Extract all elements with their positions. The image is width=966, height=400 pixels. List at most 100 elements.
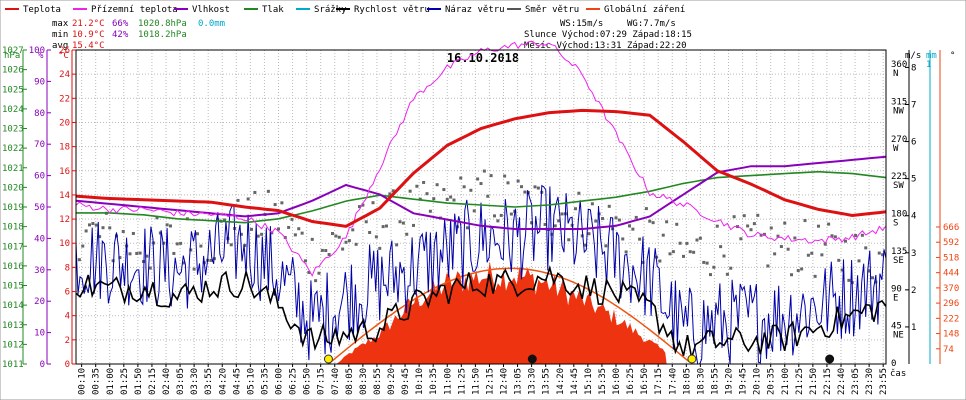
wind-direction-point <box>209 258 213 262</box>
wind-direction-point <box>310 237 314 241</box>
wind-direction-point <box>260 232 264 236</box>
tick-label-c: 22 <box>59 94 70 104</box>
tick-label-deg: 360 <box>891 60 907 70</box>
wind-direction-point <box>509 212 513 216</box>
stat-min-temp: 10.9°C <box>72 30 105 40</box>
wind-direction-point <box>378 246 382 250</box>
wind-direction-point <box>138 251 142 255</box>
tick-label-hpa: 1017 <box>2 242 24 252</box>
sun-moon-markers <box>323 354 835 364</box>
wind-direction-point <box>314 279 318 283</box>
tick-label-rad: 592 <box>943 238 959 248</box>
tick-label-rad: 296 <box>943 299 959 309</box>
wind-direction-point <box>145 254 149 258</box>
wind-direction-point <box>813 274 817 278</box>
tick-label-hpa: 1024 <box>2 105 24 115</box>
tick-label-c: 14 <box>59 191 70 201</box>
wind-direction-point <box>415 184 419 188</box>
tick-label-c: 2 <box>65 336 70 346</box>
x-tick-label: 03:55 <box>204 368 214 395</box>
wind-direction-point <box>445 197 449 201</box>
wind-direction-point <box>695 238 699 242</box>
tick-label-compass: N <box>893 69 898 79</box>
wind-direction-point <box>769 226 773 230</box>
wind-direction-point <box>374 235 378 239</box>
wind-direction-point <box>169 224 172 228</box>
wind-direction-point <box>682 254 685 258</box>
wind-direction-point <box>77 258 81 262</box>
wind-direction-point <box>675 222 679 226</box>
wind-direction-point <box>725 272 729 276</box>
wind-direction-point <box>165 223 169 227</box>
wind-direction-point <box>398 220 402 224</box>
x-tick-label: 19:45 <box>739 368 749 395</box>
tick-label-ms: 3 <box>911 249 916 259</box>
tick-label-rad: 370 <box>943 284 959 294</box>
wind-direction-point <box>118 256 122 260</box>
tick-label-hpa: 1026 <box>2 66 24 76</box>
wind-direction-point <box>199 244 203 248</box>
x-tick-label: 21:25 <box>795 368 805 395</box>
wind-direction-point <box>543 222 547 226</box>
x-tick-label: 23:55 <box>879 368 889 395</box>
wind-direction-point <box>108 226 112 230</box>
wind-direction-point <box>344 240 348 244</box>
tick-label-hpa: 1014 <box>2 301 24 311</box>
x-tick-label: 07:15 <box>317 368 327 395</box>
legend: Teplota Přízemní teplota Vlhkost Tlak Sr… <box>5 5 685 15</box>
wind-direction-point <box>337 235 341 239</box>
x-tick-label: 15:10 <box>584 368 594 395</box>
wind-direction-point <box>182 261 186 265</box>
tick-label-c: 20 <box>59 118 70 128</box>
wind-direction-point <box>594 219 598 223</box>
x-tick-label: 14:45 <box>570 368 580 395</box>
wind-direction-point <box>189 248 193 252</box>
tick-label-c: 10 <box>59 239 70 249</box>
moonrise-marker <box>527 354 537 364</box>
wind-direction-point <box>857 259 861 263</box>
tick-label-hpa: 1013 <box>2 321 24 331</box>
x-tick-label: 04:20 <box>218 368 228 395</box>
tick-label-rad: 222 <box>943 314 959 324</box>
wind-direction-point <box>786 247 790 251</box>
tick-label-compass: SW <box>893 181 904 191</box>
tick-label-hpa: 1011 <box>2 360 24 370</box>
wind-direction-point <box>742 214 746 218</box>
tick-label-hpa: 1019 <box>2 203 24 213</box>
wind-direction-point <box>621 237 625 241</box>
stat-avg-temp: 15.4°C <box>72 41 105 51</box>
wind-direction-point <box>172 251 176 255</box>
legend-label: Globální záření <box>604 5 685 15</box>
wind-direction-point <box>523 190 527 194</box>
wind-direction-point <box>388 192 392 196</box>
tick-label-hpa: 1025 <box>2 85 24 95</box>
wind-direction-point <box>256 234 260 238</box>
wind-direction-point <box>385 224 388 228</box>
tick-label-hpa: 1018 <box>2 223 24 233</box>
x-tick-label: 07:40 <box>331 368 341 395</box>
wind-direction-point <box>881 253 885 257</box>
tick-label-pct: 40 <box>34 234 45 244</box>
wind-direction-point <box>472 209 476 213</box>
left-axes: 1011101210131014101510161017101810191020… <box>2 46 76 370</box>
x-tick-label: 16:00 <box>612 368 622 395</box>
wind-direction-point <box>422 180 426 184</box>
wind-direction-point <box>574 207 577 211</box>
x-tick-label: 06:50 <box>303 368 313 395</box>
wind-direction-point <box>698 236 702 240</box>
wind-direction-point <box>871 276 874 280</box>
tick-label-ms: 4 <box>911 212 916 222</box>
wind-direction-point <box>401 221 405 225</box>
x-tick-label: 10:10 <box>415 368 425 395</box>
wind-direction-point <box>560 212 564 216</box>
x-tick-label: 02:40 <box>162 368 172 395</box>
wind-direction-point <box>489 174 493 178</box>
axis-title-mm: mm <box>926 51 937 61</box>
wind-direction-point <box>823 242 827 246</box>
wind-direction-point <box>121 229 125 233</box>
stat-avg-label: avg <box>52 41 68 51</box>
wind-direction-point <box>293 233 297 237</box>
wind-direction-point <box>678 241 682 245</box>
wind-direction-point <box>860 233 864 237</box>
wind-direction-point <box>702 260 706 264</box>
